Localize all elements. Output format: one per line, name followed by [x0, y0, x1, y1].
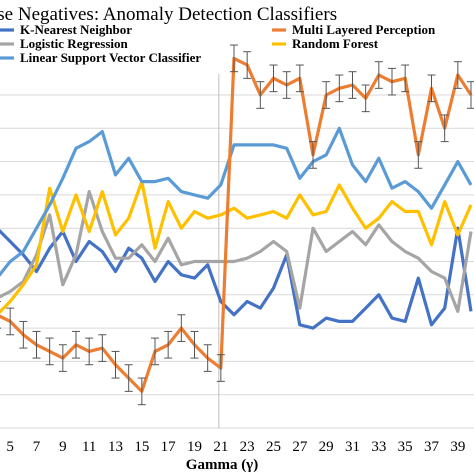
x-tick-label: 37: [424, 439, 440, 455]
legend-label: Multi Layered Perception: [292, 22, 436, 37]
x-tick-label: 11: [82, 439, 96, 455]
x-tick-label: 27: [292, 439, 308, 455]
legend-label: Random Forest: [292, 36, 379, 51]
series-line: [0, 56, 473, 393]
x-tick-label: 7: [33, 439, 41, 455]
x-tick-labels: 5 7 9 11 13 15 17 19 21 23 25 27 29 31 33 35 37 39: [6, 439, 465, 455]
x-tick-label: 31: [345, 439, 360, 455]
x-tick-label: 35: [398, 439, 413, 455]
legend-item: Logistic Regression: [0, 36, 128, 51]
legend-label: Linear Support Vector Classifier: [20, 50, 201, 65]
series-line: [0, 180, 473, 315]
series-multi-layered-perception: [0, 44, 474, 406]
x-tick-label: 39: [450, 439, 465, 455]
x-tick-label: 29: [319, 439, 334, 455]
chart-title: lse Negatives: Anomaly Detection Classif…: [0, 4, 337, 25]
legend-item: Linear Support Vector Classifier: [0, 50, 201, 65]
x-tick-label: 15: [134, 439, 149, 455]
x-tick-label: 23: [240, 439, 255, 455]
series-linear-support-vector-classifier: [0, 126, 473, 277]
series-k-nearest-neighbor: [0, 226, 473, 330]
series-line: [0, 190, 473, 313]
x-axis-label: Gamma (γ): [186, 457, 258, 473]
x-tick-label: 33: [371, 439, 386, 455]
series-line: [0, 126, 473, 277]
x-tick-label: 21: [213, 439, 228, 455]
x-tick-label: 19: [187, 439, 202, 455]
x-tick-label: 25: [266, 439, 281, 455]
x-tick-label: 5: [6, 439, 14, 455]
legend-label: K-Nearest Neighbor: [20, 22, 132, 37]
legend-item: Random Forest: [272, 36, 379, 51]
series-random-forest: [0, 180, 473, 315]
legend-item: Multi Layered Perception: [272, 22, 436, 37]
x-tick-label: 9: [59, 439, 67, 455]
series-logistic-regression: [0, 190, 473, 313]
series-group: [0, 44, 474, 406]
x-tick-label: 13: [108, 439, 123, 455]
x-tick-label: 17: [161, 439, 177, 455]
legend-label: Logistic Regression: [20, 36, 128, 51]
series-line: [0, 226, 473, 330]
legend-item: K-Nearest Neighbor: [0, 22, 132, 37]
